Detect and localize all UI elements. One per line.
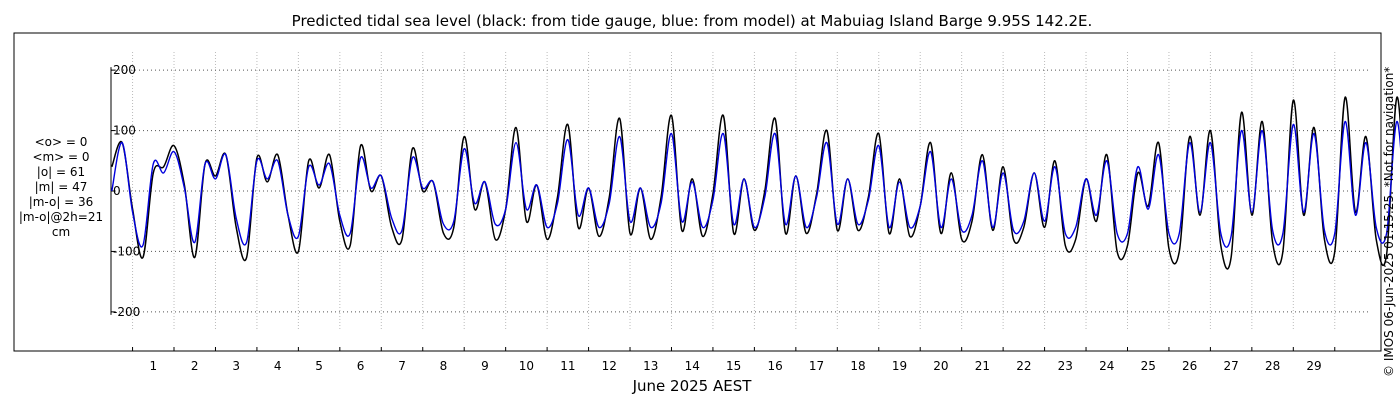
y-tick-label: -200 [113,305,140,319]
series-tide-gauge-line [111,96,1400,270]
x-tick-label: 27 [1223,359,1238,373]
credit-note: © IMOS 06-Jun-2025 01:15:25. *Not for na… [1382,67,1396,377]
x-tick-label: 13 [643,359,658,373]
x-tick-label: 5 [315,359,323,373]
statistics-panel: <o> = 0<m> = 0|o| = 61|m| = 47|m-o| = 36… [19,135,103,239]
x-tick-label: 14 [685,359,700,373]
y-tick-label: -100 [113,244,140,258]
stat-line: <m> = 0 [32,150,89,164]
x-tick-label: 22 [1016,359,1031,373]
axes [110,67,112,315]
x-tick-label: 29 [1306,359,1321,373]
stat-line: |m| = 47 [35,180,88,194]
x-tick-label: 26 [1182,359,1197,373]
x-tick-label: 25 [1141,359,1156,373]
x-tick-label: 8 [440,359,448,373]
x-tick-label: 17 [809,359,824,373]
stat-line: cm [52,225,70,239]
x-axis-ticks: 1 2 3 4 5 6 7 8 9 10 11 12 13 14 15 16 17 18 19 20 21 22 23 24 2… [132,347,1336,373]
outer-frame [13,32,1382,352]
stat-line: |o| = 61 [37,165,85,179]
x-tick-label: 7 [398,359,406,373]
x-tick-label: 16 [767,359,782,373]
x-tick-label: 15 [726,359,741,373]
x-tick-label: 11 [560,359,575,373]
x-tick-label: 6 [357,359,365,373]
series-model-line [111,120,1400,248]
x-tick-label: 9 [481,359,489,373]
x-axis-label: June 2025 AEST [632,377,753,395]
x-tick-label: 24 [1099,359,1114,373]
grid-lines [111,52,1370,330]
x-tick-label: 10 [519,359,534,373]
x-tick-label: 28 [1265,359,1280,373]
stat-line: |m-o| = 36 [29,195,94,209]
x-tick-label: 12 [602,359,617,373]
y-tick-label: 100 [113,124,136,138]
stat-line: <o> = 0 [35,135,88,149]
stat-line: |m-o|@2h=21 [19,210,103,224]
x-tick-label: 4 [274,359,282,373]
y-axis-ticks: 200 100 0 -100 -200 [111,63,140,319]
x-tick-label: 2 [191,359,199,373]
x-tick-label: 20 [933,359,948,373]
x-tick-label: 1 [149,359,157,373]
x-tick-label: 18 [850,359,865,373]
series-lines [111,96,1400,270]
chart-title: Predicted tidal sea level (black: from t… [292,12,1093,30]
x-tick-label: 3 [232,359,240,373]
y-tick-label: 200 [113,63,136,77]
x-tick-label: 23 [1058,359,1073,373]
y-tick-label: 0 [113,184,121,198]
x-tick-label: 19 [892,359,907,373]
x-tick-label: 21 [975,359,990,373]
